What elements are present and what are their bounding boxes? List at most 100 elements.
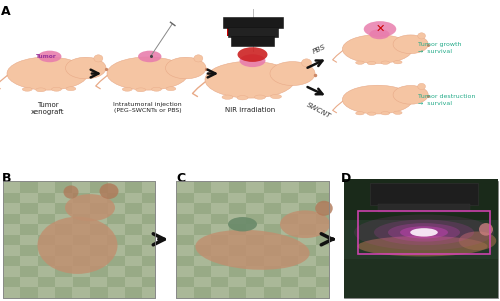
FancyBboxPatch shape bbox=[176, 181, 328, 298]
FancyBboxPatch shape bbox=[125, 287, 142, 298]
FancyBboxPatch shape bbox=[72, 193, 90, 203]
FancyBboxPatch shape bbox=[108, 256, 125, 266]
FancyBboxPatch shape bbox=[108, 235, 125, 245]
Ellipse shape bbox=[356, 61, 364, 64]
FancyBboxPatch shape bbox=[38, 235, 55, 245]
Ellipse shape bbox=[64, 185, 78, 199]
FancyBboxPatch shape bbox=[211, 235, 228, 245]
FancyBboxPatch shape bbox=[108, 277, 125, 287]
Ellipse shape bbox=[205, 61, 295, 98]
FancyBboxPatch shape bbox=[38, 256, 55, 266]
FancyBboxPatch shape bbox=[108, 214, 125, 224]
Ellipse shape bbox=[66, 87, 76, 91]
FancyBboxPatch shape bbox=[142, 277, 155, 287]
FancyBboxPatch shape bbox=[378, 204, 470, 212]
FancyBboxPatch shape bbox=[298, 203, 316, 214]
Ellipse shape bbox=[138, 51, 162, 62]
Text: NIR: NIR bbox=[226, 28, 246, 38]
FancyBboxPatch shape bbox=[72, 214, 90, 224]
Ellipse shape bbox=[316, 201, 333, 216]
FancyBboxPatch shape bbox=[55, 203, 72, 214]
Text: Tumor
xenograft: Tumor xenograft bbox=[31, 102, 64, 115]
FancyBboxPatch shape bbox=[176, 181, 194, 182]
FancyBboxPatch shape bbox=[176, 277, 194, 287]
FancyBboxPatch shape bbox=[211, 256, 228, 266]
Ellipse shape bbox=[196, 230, 310, 270]
Ellipse shape bbox=[374, 220, 474, 245]
FancyBboxPatch shape bbox=[246, 235, 264, 245]
Ellipse shape bbox=[107, 57, 188, 90]
Text: C: C bbox=[176, 172, 185, 185]
FancyBboxPatch shape bbox=[20, 245, 38, 256]
FancyBboxPatch shape bbox=[281, 214, 298, 224]
Ellipse shape bbox=[38, 217, 117, 274]
Ellipse shape bbox=[342, 35, 412, 64]
FancyBboxPatch shape bbox=[194, 182, 211, 193]
FancyBboxPatch shape bbox=[344, 181, 498, 298]
Ellipse shape bbox=[364, 21, 396, 37]
Ellipse shape bbox=[393, 35, 428, 54]
FancyBboxPatch shape bbox=[72, 235, 90, 245]
FancyBboxPatch shape bbox=[316, 256, 328, 266]
Ellipse shape bbox=[66, 57, 106, 79]
FancyBboxPatch shape bbox=[231, 36, 274, 46]
Text: B: B bbox=[2, 172, 12, 185]
FancyBboxPatch shape bbox=[176, 235, 194, 245]
FancyBboxPatch shape bbox=[2, 181, 20, 182]
Ellipse shape bbox=[459, 231, 496, 250]
FancyBboxPatch shape bbox=[2, 277, 20, 287]
FancyBboxPatch shape bbox=[194, 287, 211, 298]
Ellipse shape bbox=[356, 112, 364, 115]
FancyBboxPatch shape bbox=[90, 224, 108, 235]
FancyBboxPatch shape bbox=[298, 287, 316, 298]
Ellipse shape bbox=[302, 59, 312, 67]
Ellipse shape bbox=[222, 95, 233, 99]
FancyBboxPatch shape bbox=[72, 256, 90, 266]
Ellipse shape bbox=[418, 33, 426, 39]
Text: D: D bbox=[341, 172, 351, 185]
FancyBboxPatch shape bbox=[125, 203, 142, 214]
Ellipse shape bbox=[254, 95, 266, 99]
FancyBboxPatch shape bbox=[228, 182, 246, 193]
FancyBboxPatch shape bbox=[2, 181, 155, 298]
FancyBboxPatch shape bbox=[90, 203, 108, 214]
FancyBboxPatch shape bbox=[211, 277, 228, 287]
FancyBboxPatch shape bbox=[316, 193, 328, 203]
Ellipse shape bbox=[100, 183, 118, 199]
Ellipse shape bbox=[94, 55, 103, 62]
FancyBboxPatch shape bbox=[90, 287, 108, 298]
FancyBboxPatch shape bbox=[246, 193, 264, 203]
Ellipse shape bbox=[370, 29, 390, 39]
Ellipse shape bbox=[388, 223, 460, 242]
FancyBboxPatch shape bbox=[316, 235, 328, 245]
FancyBboxPatch shape bbox=[228, 266, 246, 277]
Text: A: A bbox=[0, 5, 10, 17]
Ellipse shape bbox=[36, 88, 46, 92]
Ellipse shape bbox=[418, 83, 426, 90]
FancyBboxPatch shape bbox=[2, 214, 20, 224]
FancyBboxPatch shape bbox=[125, 245, 142, 256]
Text: SWCNT: SWCNT bbox=[306, 101, 332, 119]
FancyBboxPatch shape bbox=[298, 266, 316, 277]
FancyBboxPatch shape bbox=[281, 193, 298, 203]
FancyBboxPatch shape bbox=[228, 245, 246, 256]
Ellipse shape bbox=[65, 194, 115, 221]
Ellipse shape bbox=[368, 112, 376, 115]
FancyBboxPatch shape bbox=[176, 214, 194, 224]
Ellipse shape bbox=[358, 236, 488, 256]
Text: NIR irradiation: NIR irradiation bbox=[225, 107, 275, 113]
Ellipse shape bbox=[38, 51, 62, 62]
FancyBboxPatch shape bbox=[246, 181, 264, 182]
FancyBboxPatch shape bbox=[281, 277, 298, 287]
FancyBboxPatch shape bbox=[38, 181, 55, 182]
FancyBboxPatch shape bbox=[38, 193, 55, 203]
Ellipse shape bbox=[166, 57, 206, 79]
FancyBboxPatch shape bbox=[142, 235, 155, 245]
Ellipse shape bbox=[400, 226, 448, 238]
Text: PBS: PBS bbox=[312, 43, 326, 54]
Ellipse shape bbox=[280, 210, 330, 238]
Ellipse shape bbox=[381, 61, 390, 64]
Ellipse shape bbox=[368, 61, 376, 65]
Ellipse shape bbox=[410, 229, 438, 236]
FancyBboxPatch shape bbox=[344, 179, 498, 220]
